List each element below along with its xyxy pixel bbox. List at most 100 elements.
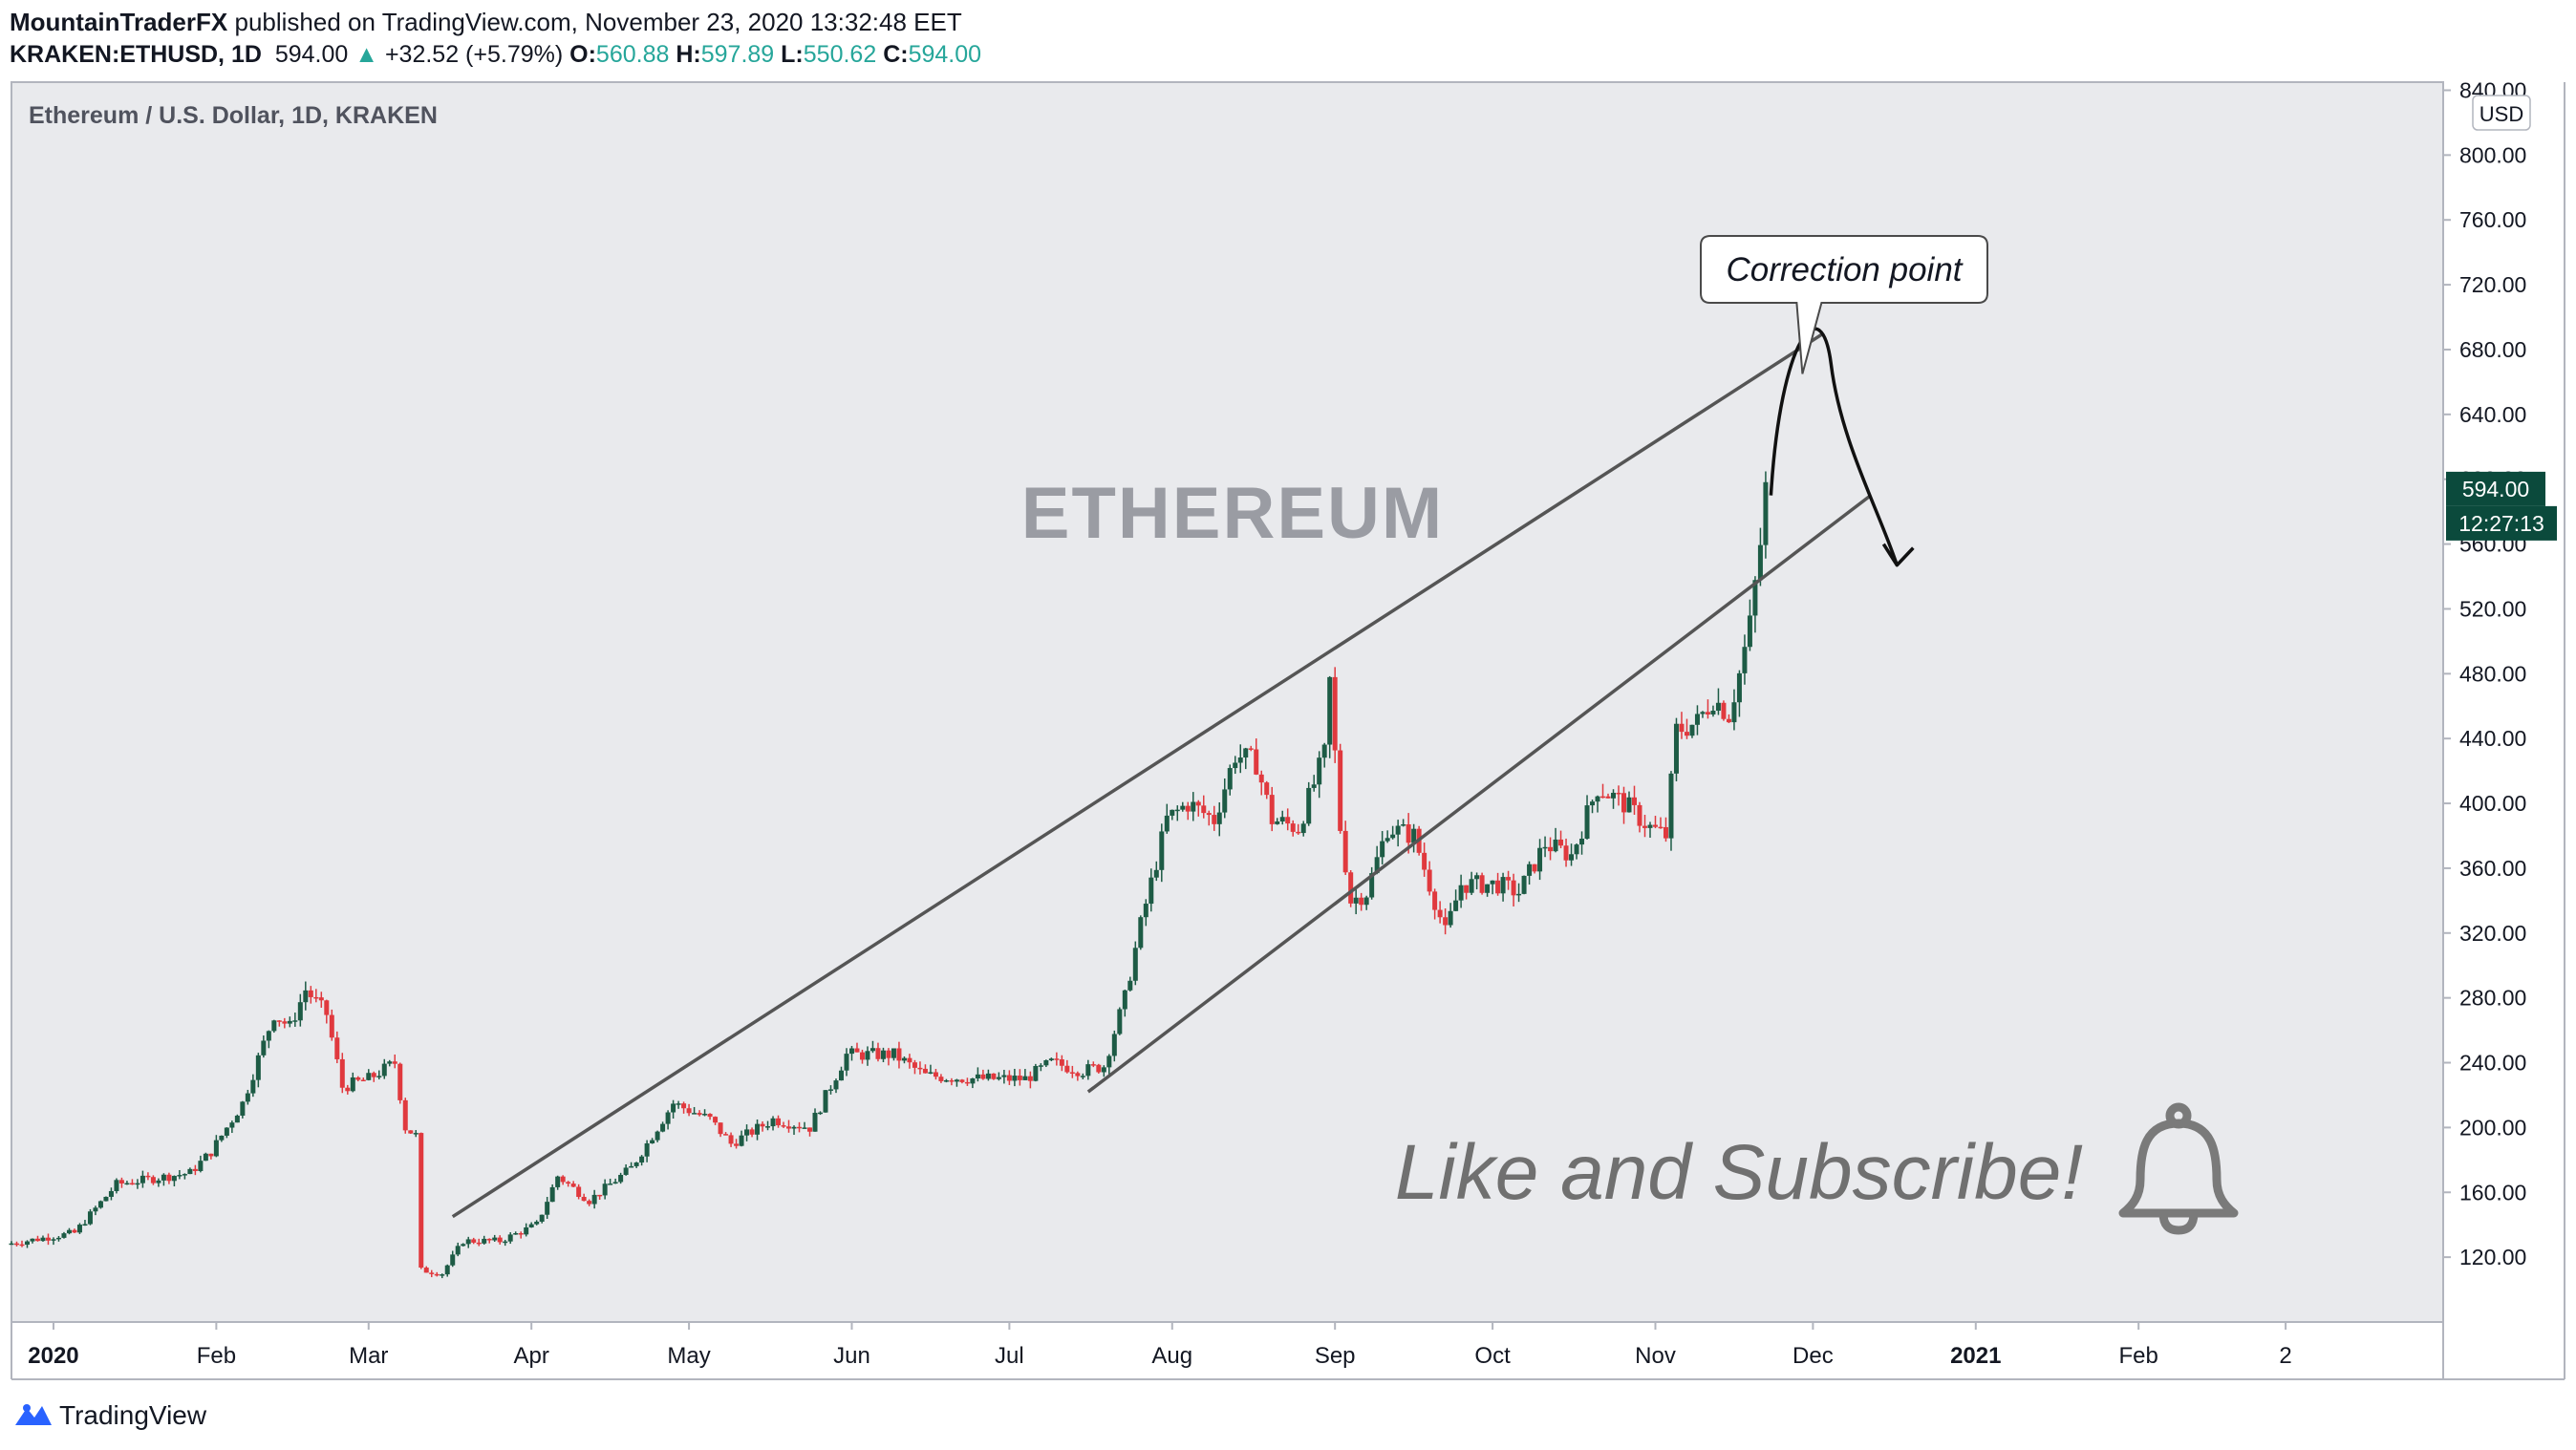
- candle-up: [1022, 1076, 1028, 1080]
- candle-down: [859, 1052, 865, 1060]
- x-tick-label: Nov: [1635, 1343, 1676, 1369]
- tradingview-brand: TradingView: [59, 1400, 207, 1430]
- y-tick-label: 360.00: [2459, 856, 2526, 881]
- candle-down: [19, 1244, 25, 1247]
- candle-down: [1684, 732, 1689, 736]
- lower-channel-line[interactable]: [1086, 494, 1872, 1094]
- candle-down: [419, 1133, 424, 1269]
- candle-up: [271, 1020, 277, 1032]
- candle-down: [1658, 826, 1664, 829]
- y-tick-label: 720.00: [2459, 272, 2526, 297]
- candle-up: [30, 1238, 35, 1242]
- candle-up: [366, 1073, 372, 1080]
- currency-label: USD: [2479, 102, 2523, 126]
- candle-up: [1500, 877, 1506, 894]
- candle-down: [566, 1182, 571, 1184]
- candle-up: [1374, 857, 1380, 874]
- candle-up: [182, 1174, 187, 1176]
- author-name[interactable]: MountainTraderFX: [10, 8, 228, 36]
- candle-up: [1117, 1009, 1123, 1034]
- candle-up: [461, 1244, 466, 1247]
- candle-up: [240, 1101, 246, 1116]
- candle-down: [476, 1242, 482, 1245]
- open-label: O:: [569, 41, 596, 68]
- candle-up: [1448, 910, 1453, 926]
- callout-box[interactable]: [1700, 235, 1988, 374]
- candle-down: [713, 1117, 719, 1123]
- candle-down: [728, 1135, 734, 1144]
- candle-up: [234, 1115, 240, 1123]
- candle-up: [381, 1063, 387, 1077]
- candle-up: [865, 1051, 870, 1060]
- candle-up: [213, 1140, 219, 1157]
- candle-down: [964, 1081, 970, 1084]
- plot-area[interactable]: [11, 81, 2444, 1323]
- price-axis[interactable]: [2443, 82, 2565, 1322]
- candle-down: [991, 1073, 997, 1079]
- candle-up: [1111, 1034, 1117, 1056]
- candle-up: [1275, 821, 1280, 824]
- candle-up: [161, 1174, 166, 1181]
- high-label: H:: [676, 41, 701, 68]
- candle-down: [276, 1020, 282, 1022]
- candle-up: [124, 1183, 130, 1185]
- candle-up: [549, 1186, 555, 1203]
- currency-badge[interactable]: [2472, 95, 2531, 131]
- candle-up: [954, 1079, 959, 1082]
- candle-down: [1296, 831, 1301, 834]
- candle-down: [1075, 1073, 1081, 1077]
- candle-up: [1321, 744, 1327, 758]
- tradingview-footer[interactable]: TradingView: [13, 1400, 206, 1431]
- x-tick-label: 2: [2279, 1343, 2291, 1369]
- candle-up: [1584, 805, 1590, 839]
- y-tick-label: 440.00: [2459, 726, 2526, 751]
- candle-down: [1652, 824, 1658, 827]
- candle-down: [1532, 864, 1537, 872]
- candle-up: [555, 1176, 561, 1187]
- candle-up: [639, 1156, 645, 1163]
- candle-down: [1705, 712, 1710, 714]
- candle-up: [802, 1127, 807, 1129]
- candle-up: [1401, 823, 1406, 826]
- candle-up: [1537, 847, 1543, 872]
- candle-up: [650, 1140, 655, 1143]
- candle-up: [1647, 824, 1653, 828]
- candle-down: [429, 1272, 435, 1274]
- x-tick-label: 2020: [28, 1343, 78, 1369]
- candle-up: [1148, 877, 1154, 905]
- candle-up: [1138, 917, 1144, 949]
- candle-up: [1689, 724, 1695, 736]
- symbol-label[interactable]: KRAKEN:ETHUSD, 1D: [10, 41, 262, 68]
- candle-up: [350, 1077, 355, 1092]
- candle-down: [1059, 1059, 1064, 1066]
- candle-up: [203, 1153, 208, 1162]
- candle-down: [1201, 805, 1207, 814]
- candle-down: [854, 1048, 860, 1053]
- candle-up: [266, 1031, 271, 1041]
- candle-down: [1212, 815, 1217, 824]
- upper-channel-line[interactable]: [451, 331, 1825, 1219]
- candle-down: [192, 1168, 198, 1171]
- candle-up: [1243, 748, 1249, 758]
- candle-up: [1311, 784, 1317, 788]
- projection-curve[interactable]: [1769, 327, 1900, 566]
- candle-down: [786, 1126, 792, 1129]
- candle-down: [1096, 1064, 1102, 1073]
- candle-up: [901, 1057, 907, 1061]
- candle-up: [1395, 825, 1401, 835]
- candle-up: [177, 1175, 182, 1177]
- candle-down: [1348, 872, 1354, 904]
- candle-down: [875, 1048, 881, 1059]
- candle-up: [513, 1233, 519, 1235]
- candle-up: [1763, 481, 1769, 545]
- candle-up: [1106, 1056, 1112, 1068]
- candle-up: [135, 1183, 140, 1185]
- x-tick-label: Jul: [995, 1343, 1024, 1369]
- candle-down: [760, 1123, 765, 1127]
- candle-down: [1422, 852, 1428, 870]
- bell-icon[interactable]: [2118, 1102, 2239, 1235]
- correction-callout[interactable]: Correction point: [1700, 235, 1988, 374]
- candle-up: [1668, 773, 1674, 839]
- candle-down: [497, 1237, 503, 1243]
